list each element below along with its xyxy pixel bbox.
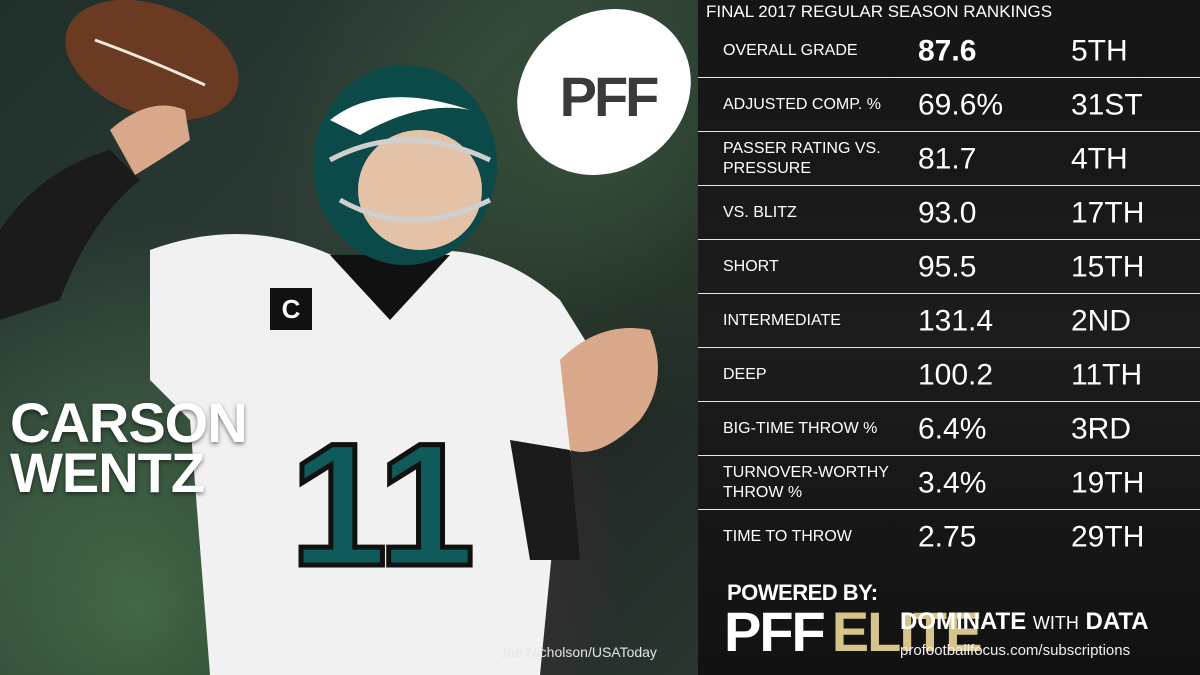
stat-value: 2.75 <box>918 520 977 554</box>
jersey-collar <box>330 255 450 320</box>
svg-text:C: C <box>282 294 301 324</box>
stat-label: INTERMEDIATE <box>723 311 841 329</box>
player-name: CARSON WENTZ <box>10 391 248 504</box>
stats-row: PASSER RATING VS. PRESSURE 81.7 4TH <box>698 132 1200 186</box>
tagline-dominate: DOMINATE <box>900 608 1027 635</box>
tagline: DOMINATE WITH DATA <box>900 608 1149 636</box>
stats-row: VS. BLITZ 93.0 17TH <box>698 186 1200 240</box>
stat-label: VS. BLITZ <box>723 203 797 221</box>
stat-rank: 4TH <box>1071 142 1128 176</box>
face-mask <box>328 137 492 163</box>
jersey-number: 11 <box>290 408 475 603</box>
powered-by-label: POWERED BY: <box>727 580 878 605</box>
stat-value: 95.5 <box>918 250 977 284</box>
stat-label: TURNOVER-WORTHY THROW % <box>723 463 889 501</box>
stat-rank: 3RD <box>1071 412 1132 446</box>
stat-rank: 31ST <box>1071 88 1143 122</box>
hand <box>110 105 190 175</box>
player-photo: 11 C CARSON WENTZ Joe Nicholson/USAToday… <box>0 0 700 675</box>
stat-label: PASSER RATING VS. PRESSURE <box>723 139 881 177</box>
stats-row: ADJUSTED COMP. % 69.6% 31ST <box>698 78 1200 132</box>
stat-value: 131.4 <box>918 304 994 338</box>
stat-rank: 17TH <box>1071 196 1145 230</box>
player-first-name: CARSON <box>10 391 248 454</box>
stat-value: 6.4% <box>918 412 987 446</box>
football-icon <box>65 0 239 121</box>
arm-sleeve <box>0 150 140 320</box>
stat-label: SHORT <box>723 257 779 275</box>
subscription-link[interactable]: profootballfocus.com/subscriptions <box>900 642 1131 659</box>
stat-label: TIME TO THROW <box>723 528 852 545</box>
stat-rank: 19TH <box>1071 466 1145 500</box>
wristband <box>510 440 580 560</box>
stats-panel: FINAL 2017 REGULAR SEASON RANKINGS OVERA… <box>698 0 1200 675</box>
captain-patch <box>270 288 312 330</box>
pff-elite-pff: PFF <box>724 600 826 663</box>
stats-row: DEEP 100.2 11TH <box>698 348 1200 402</box>
photo-credit: Joe Nicholson/USAToday <box>500 644 657 660</box>
stat-value: 3.4% <box>918 466 987 500</box>
stat-label: OVERALL GRADE <box>723 41 858 59</box>
stat-rank: 5TH <box>1071 34 1128 68</box>
stats-row: TIME TO THROW 2.75 29TH <box>698 510 1200 564</box>
stats-row: OVERALL GRADE 87.6 5TH <box>698 24 1200 78</box>
stats-row: SHORT 95.5 15TH <box>698 240 1200 294</box>
pff-elite-elite: ELITE <box>831 600 983 663</box>
pff-logo-text: PFF <box>559 65 660 128</box>
stat-rank: 29TH <box>1071 520 1145 554</box>
open-hand <box>560 328 658 452</box>
player-last-name: WENTZ <box>10 441 205 504</box>
stats-row: TURNOVER-WORTHY THROW % 3.4% 19TH <box>698 456 1200 510</box>
stat-rank: 15TH <box>1071 250 1145 284</box>
stat-value: 93.0 <box>918 196 977 230</box>
stats-row: BIG-TIME THROW % 6.4% 3RD <box>698 402 1200 456</box>
jersey <box>150 234 610 675</box>
stat-value: 100.2 <box>918 358 994 392</box>
stat-value: 81.7 <box>918 142 977 176</box>
eagle-wing <box>330 97 470 135</box>
pff-elite-logo[interactable]: PFF ELITE <box>724 600 983 663</box>
stat-rank: 2ND <box>1071 304 1132 338</box>
stat-value: 69.6% <box>918 88 1004 122</box>
tagline-data: DATA <box>1085 608 1149 635</box>
stat-rank: 11TH <box>1071 358 1143 392</box>
tagline-with: WITH <box>1032 613 1079 633</box>
stat-label: DEEP <box>723 365 767 383</box>
panel-title: FINAL 2017 REGULAR SEASON RANKINGS <box>706 2 1053 21</box>
player-illustration: 11 C <box>0 0 658 675</box>
stat-label: BIG-TIME THROW % <box>723 419 878 437</box>
pff-logo: PFF <box>484 0 700 209</box>
stat-label: ADJUSTED COMP. % <box>723 95 881 113</box>
stats-row: INTERMEDIATE 131.4 2ND <box>698 294 1200 348</box>
stat-value: 87.6 <box>918 34 977 68</box>
